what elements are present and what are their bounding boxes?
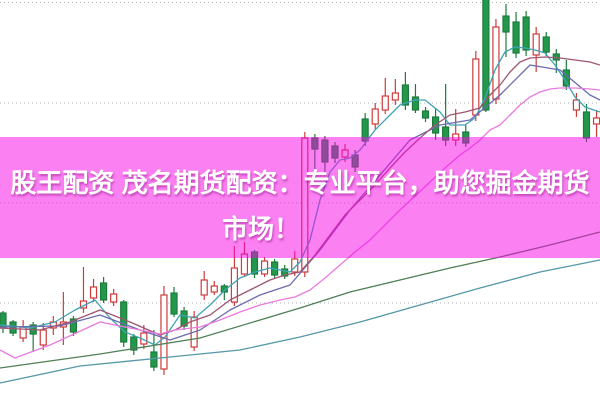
promo-text-line1: 股王配资 茂名期货配资：专业平台，助您掘金期货 [10, 168, 590, 198]
promo-banner: 股王配资 茂名期货配资：专业平台，助您掘金期货 市场！ [0, 137, 600, 258]
promo-text-line2: 市场！ [221, 214, 300, 244]
